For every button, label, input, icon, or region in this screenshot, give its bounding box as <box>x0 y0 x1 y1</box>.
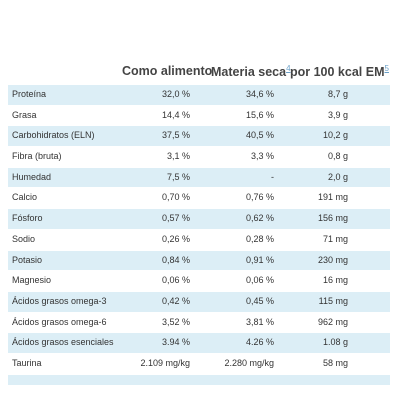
cell-materia-seca: 4.26 % <box>245 337 274 348</box>
cell-materia-seca: 0,91 % <box>245 254 274 265</box>
row-label: Proteína <box>12 89 47 99</box>
cell-por-100-kcal: 962 mg <box>317 316 348 327</box>
row-label: Taurina <box>12 357 42 368</box>
row-label: Fibra (bruta) <box>12 151 62 162</box>
cell-como-alimento: 0,42 % <box>161 295 190 306</box>
cell-como-alimento: 3,1 % <box>166 151 190 162</box>
row-label: Ácidos grasos omega-6 <box>12 316 107 327</box>
cell-como-alimento: 7,5 % <box>166 171 190 182</box>
table-row: Proteína 32,0 % 34,6 % 8,7 g <box>8 84 390 105</box>
cell-como-alimento: 0,57 % <box>161 213 190 224</box>
footnote-link-5[interactable]: 5 <box>384 64 389 73</box>
cell-materia-seca: 15,6 % <box>245 109 274 120</box>
cell-por-100-kcal: 71 mg <box>322 233 348 244</box>
row-label: Grasa <box>12 109 37 120</box>
cell-por-100-kcal: 230 mg <box>317 254 348 265</box>
table-row: Sodio 0,26 % 0,28 % 71 mg <box>8 228 390 250</box>
table-row: Potasio 0,84 % 0,91 % 230 mg <box>8 249 390 271</box>
cell-materia-seca: 3,3 % <box>250 151 274 162</box>
cell-por-100-kcal: 115 mg <box>318 295 348 306</box>
cell-materia-seca: 40,5 % <box>245 130 274 141</box>
cell-por-100-kcal: 156 mg <box>317 213 348 224</box>
table-row: Calcio 0,70 % 0,76 % 191 mg <box>8 187 390 208</box>
table-row: Humedad 7,5 % - 2,0 g <box>8 166 390 188</box>
header-como-alimento: Como alimento <box>122 64 213 78</box>
cell-por-100-kcal: 8,7 g <box>327 89 348 99</box>
cell-como-alimento: 3,52 % <box>161 316 190 327</box>
cell-como-alimento: 0,70 % <box>161 192 190 203</box>
row-label: Magnesio <box>12 275 52 286</box>
table-row: Magnesio 0,06 % 0,06 % 16 mg <box>8 270 390 291</box>
cell-como-alimento: 2.109 mg/kg <box>140 357 190 368</box>
table-row: Taurina 2.109 mg/kg 2.280 mg/kg 58 mg <box>8 352 390 374</box>
header-materia-seca: Materia seca4 <box>211 64 291 80</box>
row-label: Calcio <box>12 192 38 203</box>
header-por-100-kcal: por 100 kcal EM5 <box>290 64 389 80</box>
cell-materia-seca: - <box>271 171 274 182</box>
cell-por-100-kcal: 0,8 g <box>327 151 348 162</box>
table-row: Ácidos grasos omega-6 3,52 % 3,81 % 962 mg <box>8 311 390 333</box>
cell-por-100-kcal: 3,9 g <box>327 109 348 120</box>
row-label: Ácidos grasos esenciales <box>12 337 114 348</box>
cell-materia-seca: 2.280 mg/kg <box>224 357 274 368</box>
cell-materia-seca: 0,76 % <box>245 192 274 203</box>
table-row: Carbohidratos (ELN) 37,5 % 40,5 % 10,2 g <box>8 125 390 147</box>
table-row: Fósforo 0,57 % 0,62 % 156 mg <box>8 208 390 229</box>
cell-como-alimento: 32,0 % <box>161 89 190 99</box>
cell-por-100-kcal: 2,0 g <box>327 171 348 182</box>
cell-por-100-kcal: 58 mg <box>322 357 348 368</box>
cell-materia-seca: 0,06 % <box>245 275 274 286</box>
row-label: Ácidos grasos omega-3 <box>12 295 107 306</box>
table-row: Ácidos grasos esenciales 3.94 % 4.26 % 1.08… <box>8 332 390 353</box>
cell-materia-seca: 3,81 % <box>245 316 274 327</box>
cell-como-alimento: 0,84 % <box>161 254 190 265</box>
table-footer-strip <box>8 373 390 385</box>
table-row: Fibra (bruta) 3,1 % 3,3 % 0,8 g <box>8 146 390 167</box>
footnote-link-4[interactable]: 4 <box>286 64 291 73</box>
table-row: Ácidos grasos omega-3 0,42 % 0,45 % 115 mg <box>8 290 390 312</box>
cell-como-alimento: 0,26 % <box>161 233 190 244</box>
cell-por-100-kcal: 10,2 g <box>322 130 348 141</box>
cell-como-alimento: 37,5 % <box>161 130 190 141</box>
row-label: Sodio <box>12 233 36 244</box>
cell-materia-seca: 0,28 % <box>245 233 274 244</box>
cell-por-100-kcal: 191 mg <box>317 192 348 203</box>
row-label: Carbohidratos (ELN) <box>12 130 95 141</box>
cell-materia-seca: 0,45 % <box>245 295 274 306</box>
nutrition-table: Como alimento Materia seca4 por 100 kcal… <box>8 58 390 385</box>
row-label: Fósforo <box>12 213 43 224</box>
cell-materia-seca: 0,62 % <box>245 213 274 224</box>
cell-por-100-kcal: 1.08 g <box>322 337 348 348</box>
cell-como-alimento: 14,4 % <box>161 109 190 120</box>
row-label: Humedad <box>12 171 52 182</box>
cell-como-alimento: 3.94 % <box>161 337 190 348</box>
cell-por-100-kcal: 16 mg <box>322 275 348 286</box>
cell-materia-seca: 34,6 % <box>245 89 274 99</box>
row-label: Potasio <box>12 254 43 265</box>
table-header: Como alimento Materia seca4 por 100 kcal… <box>8 58 390 84</box>
table-row: Grasa 14,4 % 15,6 % 3,9 g <box>8 104 390 126</box>
table-body: Proteína 32,0 % 34,6 % 8,7 g Grasa 14,4 % 15,6… <box>8 84 390 374</box>
cell-como-alimento: 0,06 % <box>161 275 190 286</box>
